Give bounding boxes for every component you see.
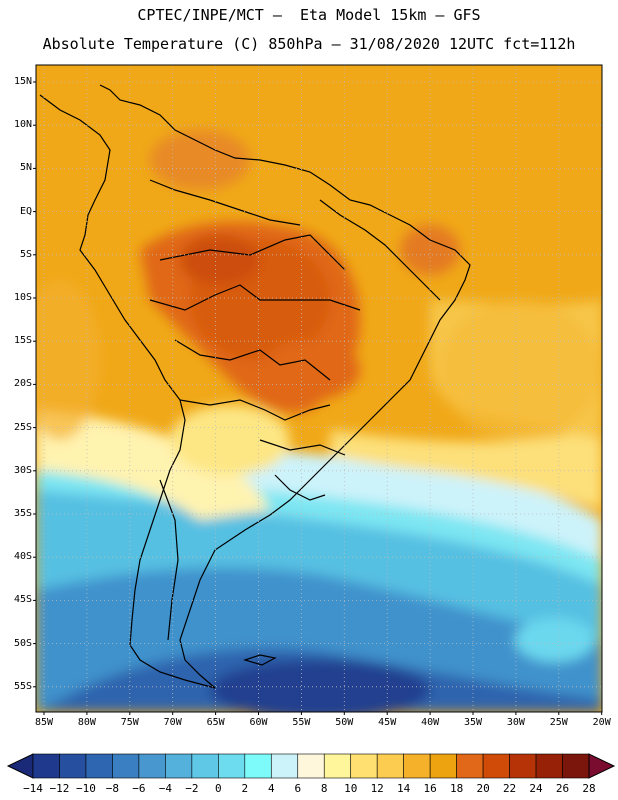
- colorbar-swatch: [376, 753, 404, 779]
- colorbar-label: −10: [76, 782, 96, 795]
- colorbar-label: 8: [320, 782, 328, 795]
- colorbar-swatch: [32, 753, 60, 779]
- colorbar-swatch: [112, 753, 140, 779]
- colorbar-label: 26: [555, 782, 570, 795]
- lon-label: 40W: [421, 717, 440, 728]
- lon-label: 60W: [249, 717, 268, 728]
- lon-label: 65W: [206, 717, 225, 728]
- colorbar-label: 16: [423, 782, 437, 795]
- colorbar-swatch: [297, 753, 325, 779]
- lat-label: 40S: [13, 551, 32, 563]
- colorbar-swatch: [535, 753, 563, 779]
- lon-label: 25W: [549, 717, 568, 728]
- colorbar-label: 22: [502, 782, 517, 795]
- colorbar-label: −4: [158, 782, 172, 795]
- lat-label: 5N: [19, 162, 32, 174]
- colorbar-swatch: [191, 753, 219, 779]
- colorbar-swatch: [138, 753, 166, 779]
- colorbar-label: −12: [49, 782, 70, 795]
- map-frame: [35, 64, 603, 713]
- lon-label: 85W: [34, 717, 54, 728]
- lat-label: 5S: [19, 248, 32, 260]
- lon-label: 20W: [592, 717, 611, 728]
- colorbar-label: 2: [241, 782, 249, 795]
- lat-label: 45S: [13, 594, 32, 606]
- colorbar-swatch: [270, 753, 299, 779]
- colorbar-label: 14: [397, 782, 411, 795]
- colorbar-label: 28: [582, 782, 596, 795]
- colorbar-label: 24: [529, 782, 543, 795]
- colorbar-swatch: [59, 753, 87, 779]
- lat-label: 35S: [13, 508, 32, 519]
- colorbar-swatch: [165, 753, 193, 779]
- lat-label: 50S: [13, 637, 32, 649]
- lon-label: 35W: [463, 717, 483, 728]
- colorbar-label: −8: [105, 782, 120, 795]
- lat-label: 25S: [13, 421, 32, 433]
- colorbar-arrow-right: [588, 753, 616, 779]
- colorbar-label: −14: [23, 782, 43, 795]
- colorbar-label: 6: [294, 782, 302, 795]
- lon-label: 70W: [163, 717, 182, 728]
- lat-label: EQ: [19, 205, 32, 217]
- lon-label: 55W: [292, 717, 311, 728]
- lat-label: 15S: [13, 335, 32, 347]
- colorbar-label: −6: [132, 782, 146, 795]
- temperature-field: [36, 65, 602, 712]
- lon-label: 75W: [120, 717, 139, 728]
- colorbar-label: 20: [476, 782, 490, 795]
- lat-label: 10N: [13, 119, 32, 131]
- lon-label: 80W: [77, 717, 96, 728]
- colorbar-swatch: [350, 753, 378, 779]
- map-title-line1: CPTEC/INPE/MCT – Eta Model 15km – GFS: [137, 6, 481, 24]
- colorbar-label: 10: [344, 782, 358, 795]
- colorbar-swatch: [456, 753, 484, 779]
- lat-label: 10S: [13, 292, 32, 303]
- colorbar-arrow-left: [6, 753, 34, 779]
- lon-label: 30W: [506, 717, 525, 728]
- colorbar-swatch: [218, 753, 246, 779]
- colorbar-label: −2: [185, 782, 199, 795]
- colorbar: [6, 753, 616, 779]
- colorbar-swatch: [403, 753, 431, 779]
- colorbar-swatch: [323, 753, 352, 779]
- lat-label: 30S: [13, 464, 32, 476]
- lon-label: 50W: [335, 717, 354, 728]
- colorbar-swatch: [244, 753, 272, 779]
- colorbar-label: 12: [370, 782, 384, 795]
- lat-label: 55S: [13, 680, 32, 692]
- colorbar-swatch: [509, 753, 537, 779]
- colorbar-swatch: [429, 753, 457, 779]
- coastline-borders: [39, 84, 471, 689]
- map-title-line2: Absolute Temperature (C) 850hPa – 31/08/…: [42, 35, 576, 53]
- colorbar-label: 0: [215, 782, 222, 795]
- colorbar-label: 4: [267, 782, 275, 795]
- lat-label: 20S: [13, 378, 32, 390]
- colorbar-swatch: [562, 753, 590, 779]
- colorbar-swatch: [482, 753, 510, 779]
- colorbar-swatch: [85, 753, 113, 779]
- lat-label: 15N: [13, 76, 32, 87]
- colorbar-label: 18: [449, 782, 464, 795]
- lon-label: 45W: [378, 717, 397, 728]
